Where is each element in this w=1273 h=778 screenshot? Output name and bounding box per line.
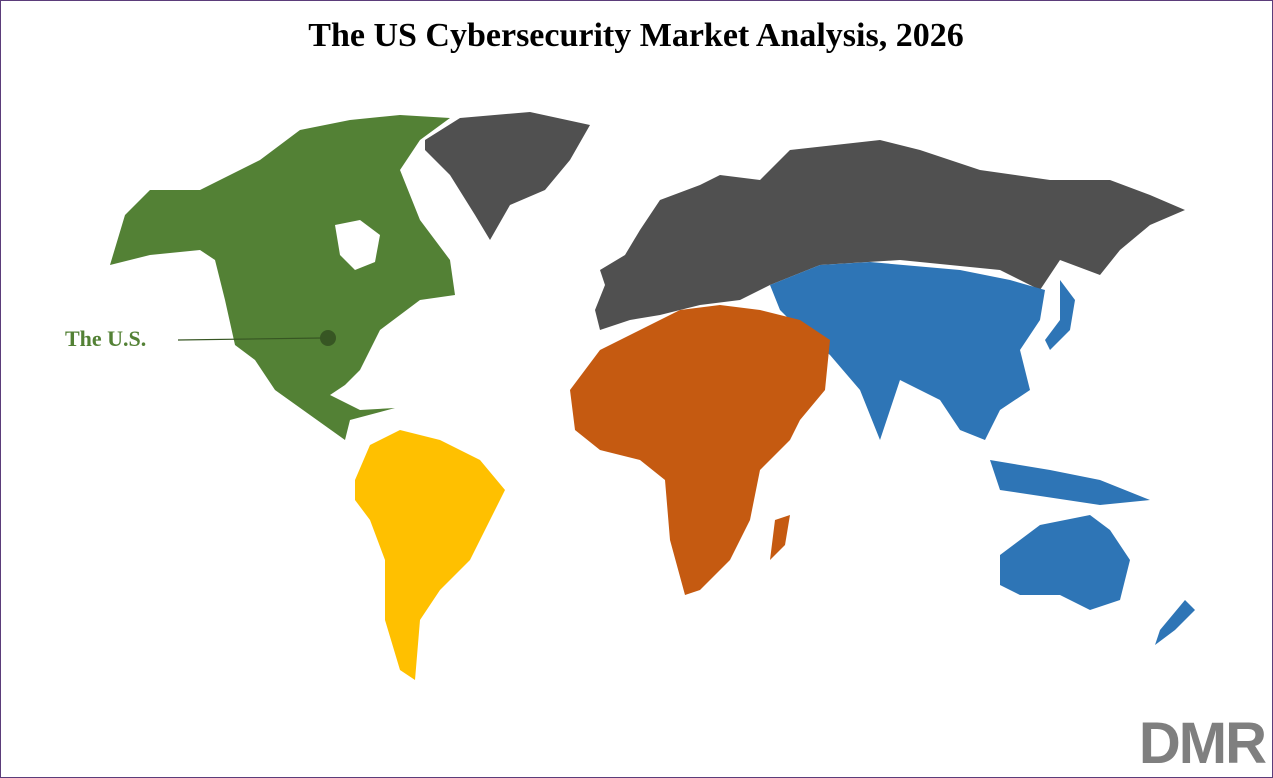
world-map — [110, 112, 1195, 680]
south-america — [355, 430, 505, 680]
australia — [1000, 515, 1130, 610]
us-marker — [320, 330, 336, 346]
logo: DMR — [1139, 711, 1266, 776]
asia — [770, 262, 1045, 440]
hudson-bay — [335, 220, 380, 270]
southeast-asia-islands — [990, 460, 1150, 505]
north-america — [110, 115, 455, 440]
madagascar — [770, 515, 790, 560]
new-zealand — [1155, 600, 1195, 645]
japan — [1045, 280, 1075, 350]
title: The US Cybersecurity Market Analysis, 20… — [308, 17, 963, 54]
eurasia — [595, 140, 1185, 330]
africa — [570, 305, 830, 595]
marker-leader — [177, 337, 323, 341]
marker-label: The U.S. — [65, 326, 146, 351]
greenland — [425, 112, 590, 240]
